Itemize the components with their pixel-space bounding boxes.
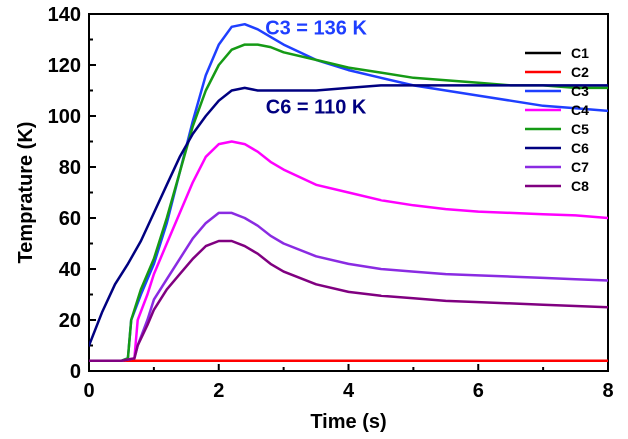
y-tick-label: 0 (70, 361, 81, 383)
x-tick-label: 6 (473, 380, 484, 402)
y-tick-label: 60 (59, 208, 81, 230)
legend-label-c4: C4 (571, 102, 589, 118)
y-tick-label: 100 (48, 106, 81, 128)
series-line-c6 (89, 84, 608, 347)
annotations: C3 = 136 K C6 = 110 K (265, 17, 367, 118)
y-axis-title: Temprature (K) (15, 122, 37, 264)
legend-label-c6: C6 (571, 140, 589, 156)
legend-label-c2: C2 (571, 64, 589, 80)
x-tick-label: 8 (602, 380, 613, 402)
series-layer (89, 22, 608, 363)
legend-label-c1: C1 (571, 45, 589, 61)
legend-label-c3: C3 (571, 83, 589, 99)
y-tick-label: 40 (59, 259, 81, 281)
y-tick-label: 80 (59, 157, 81, 179)
legend-label-c7: C7 (571, 159, 589, 175)
x-axis-title: Time (s) (310, 411, 386, 433)
y-tick-label: 120 (48, 55, 81, 77)
y-tick-label: 20 (59, 310, 81, 332)
legend-label-c5: C5 (571, 121, 589, 137)
series-line-c5 (89, 43, 608, 363)
x-tick-label: 0 (83, 380, 94, 402)
series-line-c4 (89, 140, 608, 363)
legend-label-c8: C8 (571, 178, 589, 194)
series-line-c7 (89, 211, 608, 363)
series-line-c8 (89, 239, 608, 363)
x-tick-label: 2 (213, 380, 224, 402)
annotation-label: C6 = 110 K (266, 96, 367, 118)
x-tick-label: 4 (343, 380, 355, 402)
series-line-c3 (89, 22, 608, 363)
legend: C1 C2 C3 C4 C5 C6 C7 C8 (525, 45, 589, 194)
y-tick-label: 140 (48, 4, 81, 26)
annotation-label: C3 = 136 K (265, 17, 367, 39)
